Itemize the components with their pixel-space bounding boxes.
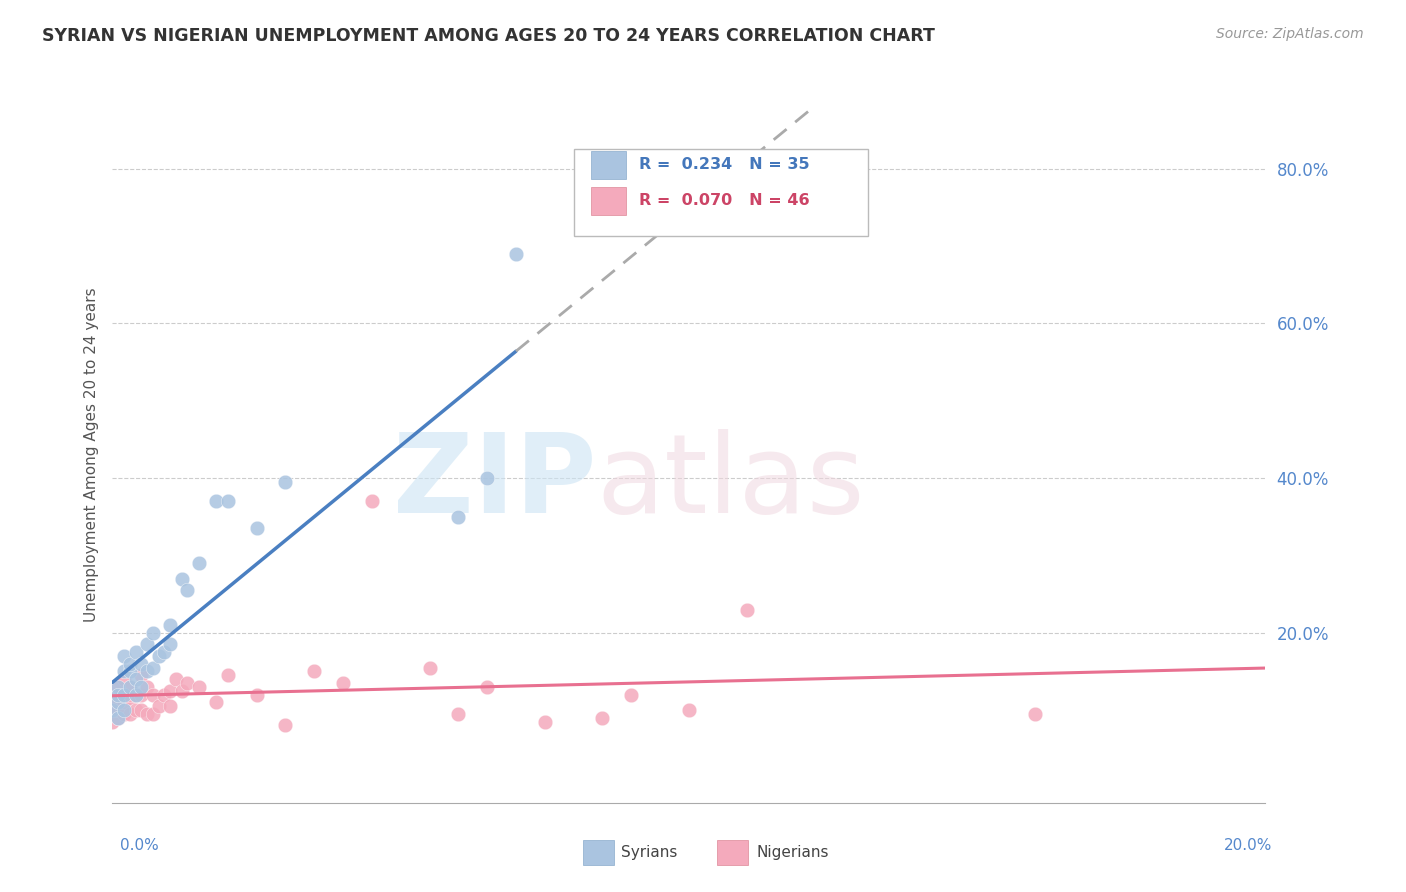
Point — [142, 706, 165, 721]
Point — [332, 676, 354, 690]
Point — [118, 657, 141, 671]
Point — [118, 680, 141, 694]
Point — [129, 680, 153, 694]
Text: Syrians: Syrians — [621, 846, 678, 860]
Point — [107, 688, 129, 702]
Point — [148, 699, 170, 714]
Text: Source: ZipAtlas.com: Source: ZipAtlas.com — [1216, 27, 1364, 41]
Point — [159, 683, 181, 698]
Point — [129, 688, 153, 702]
Point — [274, 475, 297, 489]
Point — [118, 680, 141, 694]
Point — [142, 660, 165, 674]
Point — [304, 665, 326, 679]
Point — [129, 703, 153, 717]
Point — [176, 676, 198, 690]
Point — [475, 471, 498, 485]
Text: atlas: atlas — [596, 429, 865, 536]
Point — [142, 625, 165, 640]
Point — [274, 718, 297, 732]
Point — [136, 680, 159, 694]
Point — [159, 699, 181, 714]
Point — [112, 648, 135, 663]
Point — [159, 637, 181, 651]
Point — [107, 688, 129, 702]
Point — [112, 672, 135, 686]
Point — [124, 688, 146, 702]
Point — [112, 706, 135, 721]
Text: SYRIAN VS NIGERIAN UNEMPLOYMENT AMONG AGES 20 TO 24 YEARS CORRELATION CHART: SYRIAN VS NIGERIAN UNEMPLOYMENT AMONG AG… — [42, 27, 935, 45]
Point — [118, 688, 141, 702]
Point — [124, 703, 146, 717]
Point — [129, 668, 153, 682]
Text: 20.0%: 20.0% — [1225, 838, 1272, 854]
Point — [205, 695, 228, 709]
Point — [678, 703, 700, 717]
Point — [101, 703, 124, 717]
Point — [112, 695, 135, 709]
Point — [176, 583, 198, 598]
Point — [533, 714, 555, 729]
Point — [447, 706, 470, 721]
Point — [217, 668, 239, 682]
Point — [419, 660, 441, 674]
Point — [118, 665, 141, 679]
Text: 0.0%: 0.0% — [120, 838, 159, 854]
Point — [447, 509, 470, 524]
Text: Nigerians: Nigerians — [756, 846, 830, 860]
Point — [124, 672, 146, 686]
Point — [620, 688, 643, 702]
Point — [245, 521, 267, 535]
Point — [118, 706, 141, 721]
Point — [107, 695, 129, 709]
Point — [107, 711, 129, 725]
Point — [136, 637, 159, 651]
FancyBboxPatch shape — [591, 187, 626, 215]
Point — [112, 703, 135, 717]
Point — [360, 494, 382, 508]
FancyBboxPatch shape — [591, 151, 626, 178]
Point — [153, 645, 176, 659]
Point — [217, 494, 239, 508]
Point — [101, 714, 124, 729]
Point — [188, 680, 211, 694]
Point — [118, 691, 141, 706]
Point — [112, 688, 135, 702]
Point — [136, 706, 159, 721]
Point — [124, 645, 146, 659]
Point — [245, 688, 267, 702]
Point — [735, 602, 758, 616]
Point — [107, 680, 129, 694]
Point — [129, 657, 153, 671]
Point — [107, 703, 129, 717]
FancyBboxPatch shape — [574, 149, 868, 235]
Point — [170, 572, 193, 586]
Point — [205, 494, 228, 508]
Point — [165, 672, 187, 686]
Point — [107, 695, 129, 709]
Point — [188, 556, 211, 570]
Point — [475, 680, 498, 694]
Point — [148, 648, 170, 663]
Y-axis label: Unemployment Among Ages 20 to 24 years: Unemployment Among Ages 20 to 24 years — [83, 287, 98, 623]
Point — [592, 711, 614, 725]
Text: R =  0.234   N = 35: R = 0.234 N = 35 — [640, 157, 810, 172]
Point — [153, 688, 176, 702]
Point — [124, 688, 146, 702]
Point — [1024, 706, 1046, 721]
Point — [107, 680, 129, 694]
Point — [505, 247, 527, 261]
Point — [170, 683, 193, 698]
Point — [142, 688, 165, 702]
Point — [159, 618, 181, 632]
Point — [107, 711, 129, 725]
Text: R =  0.070   N = 46: R = 0.070 N = 46 — [640, 194, 810, 209]
Text: ZIP: ZIP — [394, 429, 596, 536]
Point — [112, 665, 135, 679]
Point — [136, 665, 159, 679]
